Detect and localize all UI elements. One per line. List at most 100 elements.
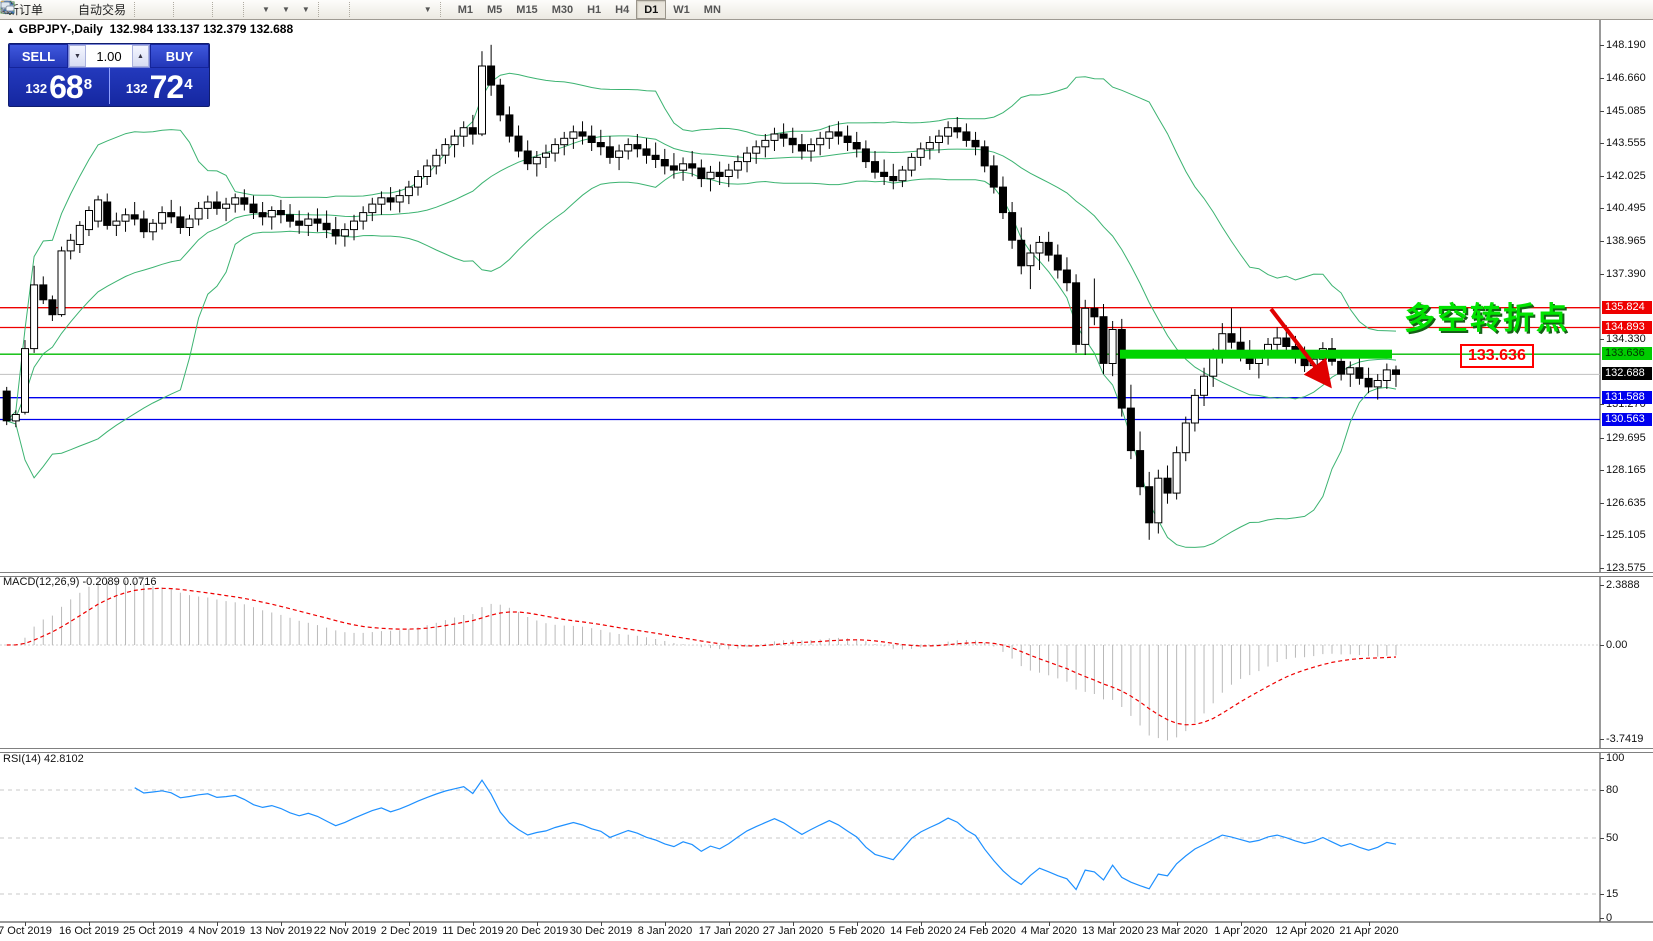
timeframe-button-m15[interactable]: M15 [516,3,538,16]
candle [94,199,103,222]
candle [112,220,121,226]
volume-increase-button[interactable]: ▲ [132,45,149,67]
chart-symbol-label: GBPJPY-,Daily [18,22,103,36]
candle [715,171,724,178]
candle [532,156,541,165]
macd-axis-tick [1600,585,1604,587]
sell-price-pips: 68 [49,69,84,105]
timeframe-button-w1[interactable]: W1 [673,3,690,16]
rsi-axis-tick [1600,918,1604,919]
candle [85,210,93,231]
price-level-badge: 134.893 [1602,320,1652,334]
bollinger-middle-band[interactable] [6,135,1397,422]
timeframe-button-mn[interactable]: MN [703,3,721,16]
support-zone-segment[interactable] [1120,349,1392,359]
timeframe-button-h1[interactable]: H1 [587,3,602,16]
timeframe-button-m5[interactable]: M5 [487,3,503,16]
buy-button[interactable]: BUY [150,44,209,68]
dropdown-arrow-icon[interactable]: ▼ [301,5,310,14]
time-axis-label: 17 Jan 2020 [698,925,760,937]
candles-layer [2,44,1400,540]
candle [103,201,112,226]
candle [861,148,870,163]
timeframe-button-m1[interactable]: M1 [457,3,473,16]
candle [468,127,477,135]
dropdown-arrow-icon[interactable]: ▼ [281,5,290,14]
rsi-axis-tick [1600,894,1604,895]
candle [752,146,761,154]
sell-price-button[interactable]: 132 68 8 [9,68,110,104]
dropdown-arrow-icon[interactable]: ▼ [262,5,270,14]
time-axis-tick [409,922,410,926]
timeframe-button-h4[interactable]: H4 [615,3,630,16]
time-axis-label: 22 Nov 2019 [313,925,377,937]
candle [1026,252,1035,267]
volume-input[interactable] [86,45,132,67]
time-axis-tick [345,922,346,926]
candle [587,135,596,144]
bollinger-upper-band[interactable] [6,72,1397,422]
price-axis-tick [1600,45,1604,46]
candle [1017,239,1026,267]
sell-price-figure: 132 [25,81,48,96]
timeframe-button-m30[interactable]: M30 [551,3,574,16]
candle [1200,375,1208,396]
toolbar-separator [439,2,448,17]
chart-ohlc-values: 132.984 133.137 132.379 132.688 [109,22,294,36]
candle [980,146,989,167]
candle [340,229,349,237]
timeframe-button-d1[interactable]: D1 [636,0,667,19]
candle [350,220,358,231]
candle [797,144,806,152]
candle [1392,369,1400,375]
candle [1044,241,1053,256]
candle [11,414,20,422]
candle [1145,486,1154,524]
candle [1008,212,1017,241]
candle [542,152,550,158]
candle [450,135,459,146]
svg-text:E: E [9,10,13,15]
price-axis-tick [1600,143,1604,145]
macd-signal-line [6,587,1397,726]
time-axis-label: 13 Nov 2019 [249,925,313,937]
macd-pane-splitter[interactable] [0,572,1653,577]
dropdown-arrow-icon[interactable]: ▼ [423,5,432,14]
candle [1090,307,1099,318]
price-level-badge: 131.588 [1602,390,1652,404]
bollinger-lower-band[interactable] [6,171,1397,548]
rsi-axis-tick [1600,790,1604,791]
price-axis-label: 126.635 [1606,496,1646,509]
down-arrow-annotation[interactable] [1269,307,1332,389]
candle [551,144,560,154]
time-axis-tick [1369,922,1370,926]
candle [1227,333,1236,343]
time-axis-tick [985,922,986,926]
sell-button[interactable]: SELL [9,44,68,68]
price-level-badge: 133.636 [1602,347,1652,361]
candle [971,139,980,148]
candle [167,212,176,218]
chat-button[interactable] [0,1,1647,19]
candle [679,163,688,171]
time-axis-tick [537,922,538,926]
candle [807,144,815,152]
time-axis-label: 24 Feb 2020 [954,925,1016,937]
price-axis-label: 148.190 [1606,39,1646,51]
candle [395,195,404,203]
buy-price-button[interactable]: 132 72 4 [110,68,210,104]
rsi-axis-tick [1600,838,1604,839]
volume-decrease-button[interactable]: ▼ [69,45,86,67]
candle [331,229,340,237]
candle [925,142,934,150]
collapse-panel-icon[interactable]: ▲ [6,25,15,35]
candle [1364,377,1373,388]
chart-title: ▲ GBPJPY-,Daily 132.984 133.137 132.379 1… [6,22,293,36]
time-axis-label: 27 Jan 2020 [762,925,824,937]
price-level-badge: 132.688 [1602,367,1652,381]
rsi-pane-splitter[interactable] [0,748,1653,753]
